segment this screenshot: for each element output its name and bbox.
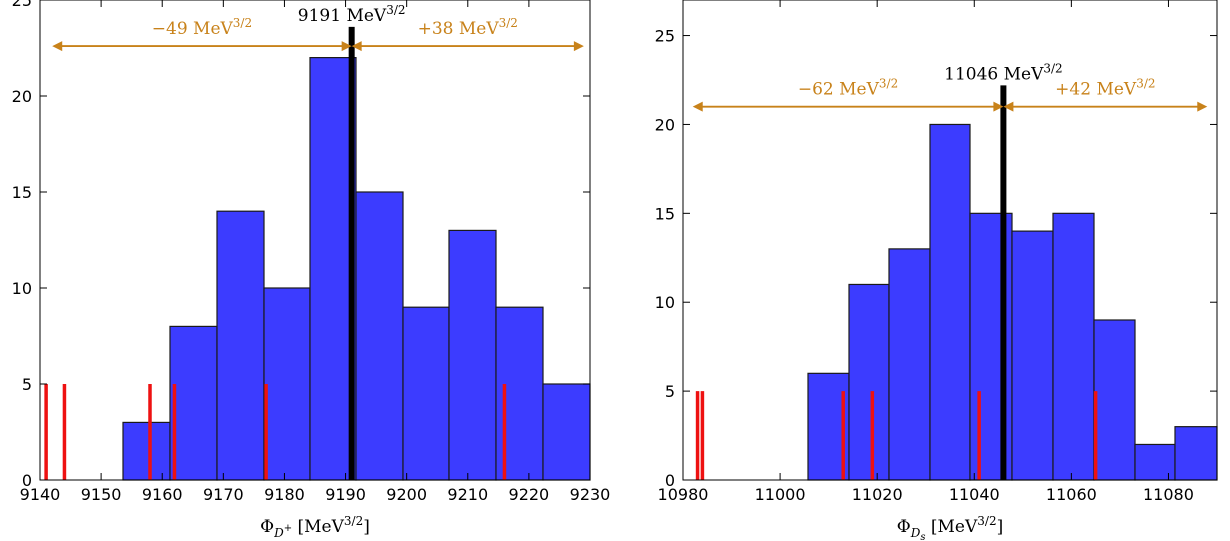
x-tick-label: 9200 <box>386 485 427 504</box>
arrowhead <box>573 41 584 52</box>
y-tick-label: 0 <box>22 471 32 490</box>
y-tick-label: 10 <box>655 293 675 312</box>
central-value-label: 11046 MeV3/2 <box>944 61 1063 84</box>
central-value-label: 9191 MeV3/2 <box>298 3 406 26</box>
histogram-bar <box>216 210 265 481</box>
histogram-bar <box>263 287 311 481</box>
histogram-bar <box>542 383 591 481</box>
x-tick-label: 11020 <box>852 485 903 504</box>
arrowhead <box>341 41 352 52</box>
y-tick-label: 5 <box>22 375 32 394</box>
x-tick-label: 9220 <box>509 485 550 504</box>
upper-error-label: +38 MeV3/2 <box>418 16 518 39</box>
histogram-bar <box>1052 212 1095 481</box>
y-tick-label: 25 <box>12 0 32 10</box>
y-tick-label: 15 <box>12 183 32 202</box>
arrowhead <box>993 101 1004 112</box>
x-tick-label: 9210 <box>447 485 488 504</box>
y-tick-label: 25 <box>655 27 675 46</box>
arrowhead <box>1197 101 1208 112</box>
x-tick-label: 9140 <box>20 485 61 504</box>
x-tick-label: 9170 <box>203 485 244 504</box>
lower-error-label: −62 MeV3/2 <box>798 77 898 100</box>
y-tick-label: 10 <box>12 279 32 298</box>
y-tick-label: 20 <box>655 115 675 134</box>
x-tick-label: 9150 <box>81 485 122 504</box>
histogram-bar <box>1174 426 1218 481</box>
x-tick-label: 11060 <box>1046 485 1097 504</box>
x-tick-label: 9160 <box>142 485 183 504</box>
histogram-bar <box>1134 443 1176 481</box>
arrowhead <box>52 41 63 52</box>
y-tick-label: 0 <box>665 471 675 490</box>
histogram-bar <box>122 421 171 481</box>
x-tick-label: 11000 <box>755 485 806 504</box>
arrowhead <box>692 101 703 112</box>
arrowhead <box>1003 101 1014 112</box>
plot-frame <box>39 0 591 481</box>
histogram-bar <box>888 248 931 481</box>
upper-error-label: +42 MeV3/2 <box>1055 77 1155 100</box>
arrowhead <box>351 41 362 52</box>
histogram-bar <box>402 306 450 481</box>
histogram-bar <box>169 325 218 481</box>
x-tick-label: 9190 <box>325 485 366 504</box>
histogram-bar <box>848 283 890 481</box>
x-tick-label: 10980 <box>658 485 709 504</box>
histogram-bar <box>929 123 971 481</box>
histogram-bar <box>448 229 497 481</box>
plot-frame <box>682 0 1218 481</box>
histogram-bar <box>355 191 404 481</box>
chart-panel-1: −49 MeV3/2 +38 MeV3/2 9191 MeV3/2 9140 9150 9… <box>12 0 611 540</box>
x-axis-label: ΦD+ [MeV3/2] <box>260 514 370 540</box>
lower-error-label: −49 MeV3/2 <box>152 16 252 39</box>
x-tick-label: 11080 <box>1143 485 1194 504</box>
y-tick-label: 20 <box>12 87 32 106</box>
y-tick-label: 5 <box>665 382 675 401</box>
x-axis-label: ΦDs [MeV3/2] <box>897 514 1003 541</box>
y-tick-label: 15 <box>655 204 675 223</box>
x-tick-label: 9180 <box>264 485 305 504</box>
x-tick-label: 11040 <box>949 485 1000 504</box>
histogram-bar <box>1011 230 1054 481</box>
x-tick-label: 9230 <box>570 485 611 504</box>
histogram-bar <box>1093 319 1136 481</box>
histogram-bar <box>309 56 357 481</box>
